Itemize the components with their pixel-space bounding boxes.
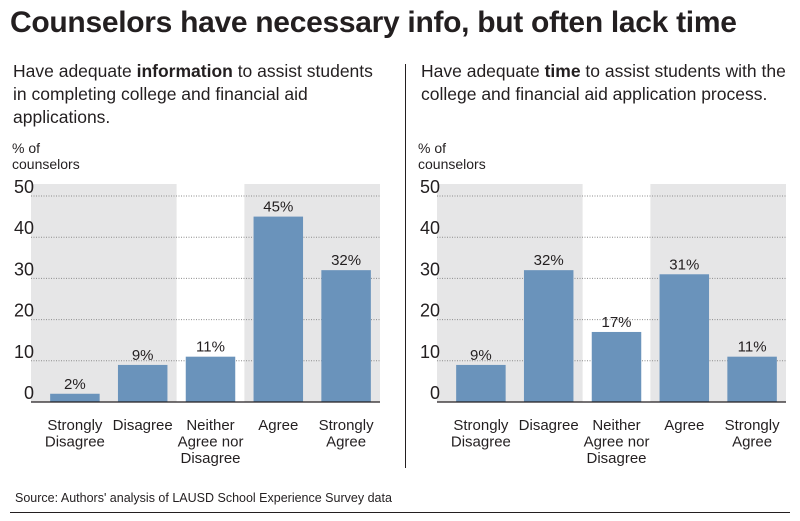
right-ylabel-line: counselors xyxy=(418,156,486,172)
left-value-label: 11% xyxy=(196,339,225,356)
left-category-label: Strongly xyxy=(47,417,103,434)
left-ytick-label: 50 xyxy=(14,177,34,197)
right-ytick-label: 40 xyxy=(420,218,440,238)
right-ytick-label: 10 xyxy=(420,342,440,362)
left-value-label: 32% xyxy=(331,252,361,269)
right-bar-4 xyxy=(659,274,710,402)
left-bar-5 xyxy=(321,270,371,402)
left-category-label: Agree xyxy=(258,417,298,434)
source-note: Source: Authors' analysis of LAUSD Schoo… xyxy=(15,491,392,505)
right-category-label: Strongly xyxy=(453,417,509,434)
right-category-label: Disagree xyxy=(519,417,579,434)
right-category-label: Disagree xyxy=(451,434,511,451)
left-value-label: 9% xyxy=(132,347,154,364)
right-value-label: 31% xyxy=(669,256,699,273)
right-category-label: Strongly xyxy=(725,417,781,434)
left-subtitle-bold: information xyxy=(136,61,233,81)
right-ytick-label: 50 xyxy=(420,177,440,197)
right-category-label: Agree xyxy=(664,417,704,434)
left-ylabel-line: % of xyxy=(12,140,40,156)
left-category-label: Neither xyxy=(186,417,234,434)
right-value-label: 32% xyxy=(534,252,564,269)
left-bar-1 xyxy=(50,393,100,402)
right-bar-1 xyxy=(456,364,506,402)
right-subtitle-bold: time xyxy=(544,61,581,81)
right-bar-5 xyxy=(727,356,777,402)
left-ytick-label: 10 xyxy=(14,342,34,362)
right-value-label: 17% xyxy=(601,314,631,331)
left-value-label: 2% xyxy=(64,376,86,393)
right-subtitle-pre: Have adequate xyxy=(421,61,545,81)
left-bar-3 xyxy=(185,356,236,402)
right-value-label: 9% xyxy=(470,347,492,364)
left-chart-subtitle: Have adequate information to assist stud… xyxy=(13,60,388,129)
bottom-rule xyxy=(10,512,790,513)
left-value-label: 45% xyxy=(263,199,293,216)
panel-divider xyxy=(405,64,406,468)
right-value-label: 11% xyxy=(738,339,767,356)
right-subtitle-post: to assist students with the college and … xyxy=(421,61,786,104)
left-category-label: Disagree xyxy=(113,417,173,434)
right-ytick-label: 0 xyxy=(430,383,440,403)
right-category-label: Disagree xyxy=(586,450,646,467)
left-ytick-label: 30 xyxy=(14,259,34,279)
left-category-label: Strongly xyxy=(319,417,375,434)
left-subtitle-post: to assist students in completing college… xyxy=(13,61,373,127)
left-ytick-label: 20 xyxy=(14,301,34,321)
left-category-label: Agree xyxy=(326,434,366,451)
right-bar-2 xyxy=(523,270,574,402)
left-ytick-label: 40 xyxy=(14,218,34,238)
left-category-label: Agree nor xyxy=(178,434,244,451)
left-ytick-label: 0 xyxy=(24,383,34,403)
chart-title: Counselors have necessary info, but ofte… xyxy=(10,6,737,39)
left-subtitle-pre: Have adequate xyxy=(13,61,137,81)
right-chart-subtitle: Have adequate time to assist students wi… xyxy=(421,60,796,106)
left-category-label: Disagree xyxy=(45,434,105,451)
right-ytick-label: 30 xyxy=(420,259,440,279)
right-ytick-label: 20 xyxy=(420,301,440,321)
right-category-label: Agree xyxy=(732,434,772,451)
left-bar-2 xyxy=(117,364,168,402)
left-category-label: Disagree xyxy=(180,450,240,467)
left-ylabel-line: counselors xyxy=(12,156,80,172)
right-category-label: Agree nor xyxy=(584,434,650,451)
right-category-label: Neither xyxy=(592,417,640,434)
right-bar-3 xyxy=(591,331,642,402)
right-ylabel-line: % of xyxy=(418,140,446,156)
left-bar-4 xyxy=(253,216,304,402)
